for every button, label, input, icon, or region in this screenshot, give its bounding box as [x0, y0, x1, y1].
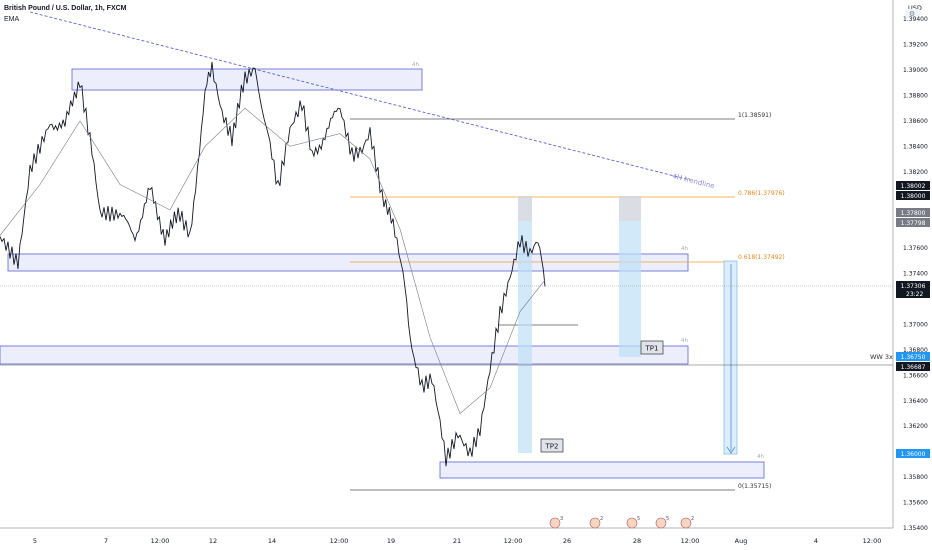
badge-137798: 1.37798: [896, 218, 930, 227]
svg-text:1.37306: 1.37306: [901, 283, 926, 290]
svg-text:1.36687: 1.36687: [901, 364, 926, 371]
time-tick-label: 12: [209, 537, 217, 545]
svg-text:1.37800: 1.37800: [901, 210, 926, 217]
time-tick-label: 4: [814, 537, 818, 545]
price-axis: 1.39400 1.39200 1.39000 1.38800 1.38600 1.384…: [903, 16, 928, 532]
price-tick-label: 1.37000: [903, 321, 928, 328]
price-tick-label: 1.36800: [903, 347, 928, 354]
time-tick-label: 12:00: [330, 537, 349, 545]
trendline-label: 4H trendline: [672, 172, 716, 190]
svg-text:TP2: TP2: [545, 443, 559, 451]
price-tick-label: 1.36400: [903, 398, 928, 405]
badge-138000: 1.38000: [896, 191, 930, 200]
time-axis: 5 7 12:00 12 14 12:00 19 21 12:00 26 28 12:00 Aug 4 12…: [33, 537, 881, 545]
badge-current-price: 1.37306 23:22: [896, 281, 930, 298]
price-tick-label: 1.39000: [903, 67, 928, 74]
time-tick-label: 26: [563, 537, 571, 545]
price-tick-label: 1.39200: [903, 42, 928, 49]
fib-level-0-label: 0(1.35715): [738, 483, 771, 490]
svg-text:1.36750: 1.36750: [901, 354, 926, 361]
tp2-label[interactable]: TP2: [540, 438, 564, 453]
price-tick-label: 1.35400: [903, 525, 928, 532]
zone-top[interactable]: [71, 68, 423, 91]
economic-events[interactable]: 3 2 5 5 2: [549, 516, 694, 529]
tp1-label[interactable]: TP1: [640, 340, 664, 355]
settings-icon[interactable]: ⚙: [905, 9, 920, 18]
price-tick-label: 1.37600: [903, 245, 928, 252]
price-tick-label: 1.35600: [903, 500, 928, 507]
zone-tag-top: 4h: [412, 62, 419, 68]
event-flag-icon[interactable]: 2: [589, 516, 603, 529]
event-flag-icon[interactable]: 5: [626, 516, 640, 529]
svg-text:1.38002: 1.38002: [901, 183, 926, 190]
time-tick-label: 12:00: [504, 537, 523, 545]
fib-level-0618-label: 0.618(1.37492): [738, 254, 785, 261]
price-tick-label: 1.37400: [903, 271, 928, 278]
event-flag-icon[interactable]: 3: [549, 516, 563, 529]
badge-136000: 1.36000: [896, 449, 930, 458]
fib-level-1-label: 1(1.38591): [738, 112, 771, 119]
zone-mid[interactable]: [7, 253, 689, 272]
price-series: [0, 61, 546, 467]
event-count: 5: [637, 516, 640, 522]
time-tick-label: 28: [633, 537, 641, 545]
price-tick-label: 1.39400: [903, 16, 928, 23]
time-tick-label: 14: [268, 537, 276, 545]
position-target-2[interactable]: [619, 221, 641, 357]
ema-series: [0, 107, 546, 415]
svg-text:⚙: ⚙: [909, 10, 915, 18]
event-count: 2: [691, 516, 694, 522]
badge-136687: 1.36687: [896, 362, 930, 371]
zone-low[interactable]: [0, 345, 689, 365]
position-stop-1[interactable]: [518, 196, 532, 221]
zone-bottom[interactable]: [439, 461, 765, 479]
trendline-4h[interactable]: [29, 11, 691, 181]
time-tick-label: 5: [33, 537, 37, 545]
fib-level-0786-label: 0.786(1.37976): [738, 190, 785, 197]
event-count: 2: [600, 516, 603, 522]
event-flag-icon[interactable]: 5: [655, 516, 669, 529]
badge-136750: 1.36750: [896, 352, 930, 361]
zone-tag-bottom: 4h: [757, 454, 764, 460]
svg-text:TP1: TP1: [645, 345, 659, 353]
zone-tag-mid: 4h: [681, 246, 688, 252]
time-tick-label: 21: [453, 537, 461, 545]
price-tick-label: 1.38400: [903, 143, 928, 150]
badge-138002: 1.38002: [896, 181, 930, 190]
time-tick-label: 19: [387, 537, 395, 545]
price-tick-label: 1.38800: [903, 92, 928, 99]
indicator-name: EMA: [4, 16, 20, 23]
time-tick-label: Aug: [735, 537, 748, 545]
chart-symbol-title: British Pound / U.S. Dollar, 1h, FXCM: [4, 5, 127, 12]
price-tick-label: 1.38600: [903, 118, 928, 125]
countdown: 23:22: [906, 291, 923, 298]
projection-arrowhead: [726, 446, 736, 454]
svg-text:1.37798: 1.37798: [901, 220, 926, 227]
svg-text:1.38000: 1.38000: [901, 193, 926, 200]
price-tick-label: 1.36200: [903, 423, 928, 430]
time-tick-label: 7: [104, 537, 108, 545]
position-target-1[interactable]: [518, 221, 532, 453]
event-flag-icon[interactable]: 2: [680, 516, 694, 529]
event-count: 3: [560, 516, 563, 522]
event-count: 5: [666, 516, 669, 522]
price-tick-label: 1.35800: [903, 474, 928, 481]
time-tick-label: 12:00: [863, 537, 882, 545]
time-tick-label: 12:00: [151, 537, 170, 545]
position-stop-2[interactable]: [619, 196, 641, 221]
projection-box[interactable]: [723, 260, 738, 455]
ww-label: WW 3x: [870, 353, 893, 361]
currency-label: USD: [908, 4, 922, 12]
badge-137800: 1.37800: [896, 208, 930, 217]
price-tick-label: 1.38200: [903, 169, 928, 176]
time-tick-label: 12:00: [681, 537, 700, 545]
zone-tag-low: 4h: [681, 338, 688, 344]
svg-text:1.36000: 1.36000: [901, 451, 926, 458]
price-tick-label: 1.36600: [903, 372, 928, 379]
